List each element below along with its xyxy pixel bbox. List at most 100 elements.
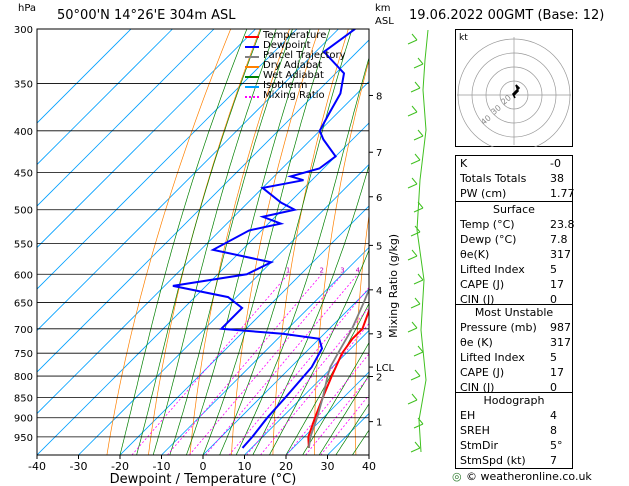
pressure-tick-label: 550 (14, 239, 33, 250)
index-value: 317 (550, 336, 571, 349)
index-key: CAPE (J) (460, 366, 505, 379)
km-label: km (375, 3, 391, 14)
legend-label: Dry Adiabat (263, 60, 323, 71)
index-key: StmDir (460, 439, 499, 452)
wet-adiabat-line (318, 374, 369, 455)
wind-barb (413, 129, 424, 141)
legend-swatch (245, 96, 259, 98)
index-value: 4 (550, 409, 557, 422)
isotherm-line (37, 122, 369, 455)
wind-profile-line (416, 29, 429, 453)
mixing-ratio-line (189, 273, 343, 455)
mixing-ratio-label: 3 (340, 266, 344, 274)
index-row: K -0 (456, 156, 572, 171)
isotherm-line (37, 29, 339, 332)
series-dewpoint (172, 29, 356, 449)
wind-barb (407, 393, 418, 405)
index-key: StmSpd (kt) (460, 454, 526, 467)
index-row: Lifted Index 5 (456, 350, 572, 365)
series-parcel-trajectory (308, 287, 369, 449)
mixing-ratio-axis-label: Mixing Ratio (g/kg) (387, 234, 400, 338)
index-row: SREH 8 (456, 423, 572, 438)
skew-t-chart: 1234681015202530035040045050055060065070… (14, 25, 439, 486)
mixing-ratio-label: 1 (286, 266, 290, 274)
index-value: -0 (550, 157, 561, 170)
legend: Temperature Dewpoint Parcel Trajectory Dry … (245, 31, 365, 101)
mixing-ratio-line (205, 273, 359, 455)
wind-barb (410, 153, 421, 165)
index-key: SREH (460, 424, 490, 437)
index-row: CAPE (J) 17 (456, 365, 572, 380)
index-value: 5° (550, 439, 563, 452)
pressure-tick-label: 700 (14, 325, 33, 336)
station-coords: 50°00'N 14°26'E 304m ASL (57, 8, 236, 23)
km-tick-label: 7 (376, 148, 382, 159)
most-unstable-panel: Most Unstable Pressure (mb) 987 θe (K) 317 Li… (455, 304, 573, 396)
wind-barb (410, 441, 421, 453)
wind-barb (410, 297, 421, 309)
index-value: 7.8 (550, 233, 568, 246)
mixing-ratio-label: 2 (319, 266, 323, 274)
asl-label: ASL (375, 16, 394, 27)
temp-tick-label: 20 (279, 460, 293, 473)
index-row: Lifted Index 5 (456, 262, 572, 277)
hodograph-trace (512, 84, 521, 99)
index-row: Dewp (°C) 7.8 (456, 232, 572, 247)
index-value: 1.77 (550, 187, 575, 200)
legend-item: Parcel Trajectory (245, 51, 365, 61)
wind-barb (413, 57, 424, 69)
mixing-ratio-line (246, 306, 369, 455)
isotherm-line (37, 29, 298, 290)
temp-tick-label: -30 (70, 460, 88, 473)
legend-item: Wet Adiabat (245, 71, 365, 81)
legend-swatch (245, 66, 259, 68)
index-value: 5 (550, 351, 557, 364)
pressure-tick-label: 800 (14, 372, 33, 383)
wet-adiabat-line (302, 342, 369, 455)
legend-swatch (245, 36, 259, 38)
index-key: CIN (J) (460, 293, 495, 306)
isotherm-line (37, 29, 132, 124)
isotherm-line (285, 371, 369, 455)
km-tick-label: 6 (376, 193, 382, 204)
mixing-ratio-label: 4 (356, 266, 361, 274)
pressure-tick-label: 400 (14, 127, 33, 138)
wind-barb (407, 105, 418, 117)
index-key: Totals Totals (460, 172, 527, 185)
pressure-tick-label: 500 (14, 206, 33, 217)
index-value: 8 (550, 424, 557, 437)
pressure-tick-label: 350 (14, 80, 33, 91)
wind-barb (413, 273, 424, 285)
index-row: PW (cm) 1.77 (456, 186, 575, 201)
index-row: θe (K) 317 (456, 335, 572, 350)
mixing-ratio-line (286, 353, 369, 455)
index-value: 5 (550, 263, 557, 276)
legend-item: Temperature (245, 31, 365, 41)
index-row: Totals Totals 38 (456, 171, 572, 186)
mixing-ratio-label: 15 (430, 266, 439, 274)
temp-tick-label: 30 (321, 460, 335, 473)
legend-item: Dewpoint (245, 41, 365, 51)
index-value: 17 (550, 366, 564, 379)
index-row: θe(K) 317 (456, 247, 572, 262)
wind-barb (413, 345, 424, 357)
series-temperature (307, 307, 369, 448)
credit-icon: ◎ (452, 470, 462, 483)
index-value: 38 (550, 172, 564, 185)
index-key: θe(K) (460, 248, 490, 261)
forecast-date: 19.06.2022 00GMT (Base: 12) (409, 8, 605, 23)
index-row: EH 4 (456, 408, 572, 423)
isotherm-line (161, 246, 369, 455)
pressure-tick-label: 900 (14, 414, 33, 425)
wind-barb (410, 81, 421, 93)
legend-item: Dry Adiabat (245, 61, 365, 71)
wind-barb (413, 201, 424, 213)
wind-barb (407, 321, 418, 333)
wind-barb (410, 369, 421, 381)
panel-title: Hodograph (483, 394, 545, 407)
index-value: 17 (550, 278, 564, 291)
index-key: Lifted Index (460, 263, 525, 276)
index-value: 23.8 (550, 218, 575, 231)
legend-label: Isotherm (263, 80, 308, 91)
panel-title: Surface (493, 203, 535, 216)
